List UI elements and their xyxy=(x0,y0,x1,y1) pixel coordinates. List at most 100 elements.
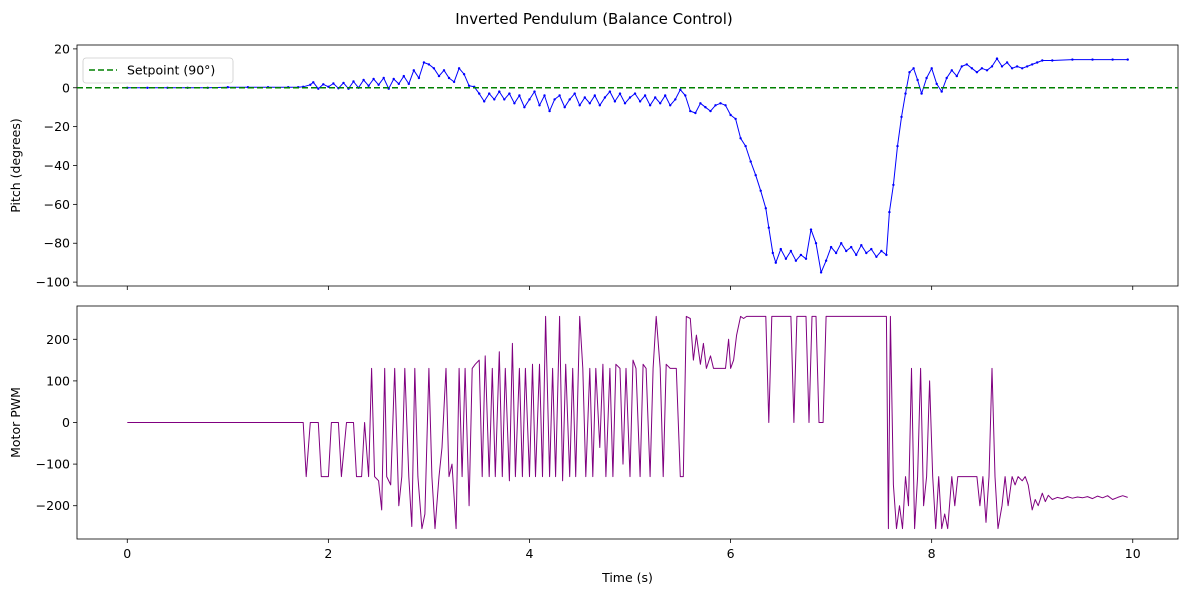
pitch-data-point xyxy=(1005,61,1009,64)
pitch-data-point xyxy=(955,74,958,78)
pitch-data-point xyxy=(908,71,911,74)
pitch-data-point xyxy=(888,210,891,214)
pitch-data-point xyxy=(840,242,843,245)
pitch-data-point xyxy=(1010,67,1014,70)
pitch-data-point xyxy=(916,78,919,82)
pitch-data-point xyxy=(940,90,943,93)
pitch-data-point xyxy=(754,174,757,177)
pitch-data-point xyxy=(860,244,863,247)
pitch-data-point xyxy=(417,76,421,80)
pitch-data-point xyxy=(749,160,752,163)
pwm-y-tick-label: −100 xyxy=(36,457,70,472)
pitch-data-point xyxy=(729,113,732,117)
pitch-data-point xyxy=(628,96,632,99)
pitch-y-ticks: 20 0 −20 −40 −60 −80 −100 xyxy=(36,41,77,290)
pitch-data-point xyxy=(925,76,928,80)
pitch-data-point xyxy=(322,83,325,86)
pitch-data-point xyxy=(904,92,907,95)
pitch-y-tick-label: −80 xyxy=(44,236,70,251)
pitch-data-point xyxy=(648,104,652,107)
pitch-data-point xyxy=(483,100,486,103)
pitch-data-point xyxy=(342,81,345,85)
pwm-y-tick-label: 0 xyxy=(62,415,70,430)
pitch-data-point xyxy=(437,74,441,78)
pitch-data-point xyxy=(694,111,697,115)
pitch-data-point xyxy=(593,94,596,97)
pitch-data-point xyxy=(789,249,793,253)
pitch-data-point xyxy=(623,102,627,105)
pitch-data-point xyxy=(1026,65,1029,68)
pitch-data-point xyxy=(1071,58,1074,61)
pitch-data-point xyxy=(568,98,571,101)
pitch-data-point xyxy=(829,245,833,249)
pitch-data-point xyxy=(1000,65,1004,68)
pitch-data-point xyxy=(478,92,481,95)
pitch-data-point xyxy=(508,92,511,95)
pitch-data-point xyxy=(603,96,607,99)
pitch-data-point xyxy=(950,69,953,72)
pitch-data-point xyxy=(845,249,848,253)
pitch-data-point xyxy=(965,63,968,66)
pitch-data-point xyxy=(412,69,415,72)
pitch-y-tick-label: 0 xyxy=(62,80,70,95)
pwm-x-tick-label: 6 xyxy=(727,546,735,561)
pitch-data-point xyxy=(684,94,687,97)
pitch-data-point xyxy=(493,98,496,101)
pitch-data-point xyxy=(488,92,491,95)
pitch-data-point xyxy=(598,104,601,107)
pitch-data-point xyxy=(875,255,878,258)
pitch-data-point xyxy=(613,100,617,103)
pitch-data-point xyxy=(1111,58,1114,61)
pwm-panel: 200 100 0 −100 −200 0 2 4 6 8 10 Motor PWM Time (… xyxy=(8,305,1179,585)
legend-box xyxy=(82,57,234,84)
pitch-data-point xyxy=(794,259,798,262)
pitch-data-point xyxy=(367,84,370,88)
pitch-data-point xyxy=(734,117,737,121)
pitch-data-point xyxy=(784,257,788,260)
pitch-data-point xyxy=(447,76,451,80)
pitch-data-point xyxy=(362,78,365,82)
pitch-data-point xyxy=(709,109,712,113)
pitch-data-point xyxy=(970,67,974,70)
pitch-x-ticks xyxy=(126,286,1134,290)
pitch-data-point xyxy=(317,87,320,90)
pitch-data-point xyxy=(664,94,667,97)
pitch-data-point xyxy=(669,104,672,107)
pitch-data-point xyxy=(1021,67,1024,70)
pitch-data-point xyxy=(714,104,717,107)
pitch-data-point xyxy=(533,90,536,93)
pitch-data-point xyxy=(995,57,999,60)
pitch-data-point xyxy=(312,81,315,84)
pitch-data-point xyxy=(704,106,707,109)
pitch-data-point xyxy=(892,183,895,187)
pitch-data-point xyxy=(744,144,747,148)
pitch-data-point xyxy=(870,247,873,251)
pitch-data-point xyxy=(553,98,556,101)
figure-title: Inverted Pendulum (Balance Control) xyxy=(455,10,732,28)
pitch-data-point xyxy=(990,65,994,68)
pitch-data-point xyxy=(402,74,405,78)
pitch-data-point xyxy=(327,85,330,89)
pitch-data-point xyxy=(900,115,903,119)
pwm-x-tick-label: 0 xyxy=(123,546,131,561)
pitch-data-point xyxy=(1031,63,1034,66)
pitch-data-point xyxy=(654,96,657,99)
pwm-y-tick-label: −200 xyxy=(36,498,70,513)
pitch-data-point xyxy=(975,71,979,74)
pitch-data-point xyxy=(503,98,506,101)
pitch-y-tick-label: −20 xyxy=(44,119,70,134)
pitch-data-point xyxy=(739,137,742,140)
pitch-data-point xyxy=(518,94,521,97)
pitch-data-point xyxy=(498,90,501,93)
pitch-data-point xyxy=(146,86,149,90)
pitch-data-point xyxy=(543,94,546,97)
legend: Setpoint (90°) xyxy=(82,57,234,84)
pitch-data-point xyxy=(643,94,647,97)
pitch-data-point xyxy=(523,106,526,109)
pitch-data-point xyxy=(699,102,702,105)
pitch-data-point xyxy=(422,61,426,64)
pitch-data-point xyxy=(1091,58,1094,61)
pwm-x-tick-label: 8 xyxy=(928,546,936,561)
pwm-y-tick-label: 100 xyxy=(46,373,70,388)
